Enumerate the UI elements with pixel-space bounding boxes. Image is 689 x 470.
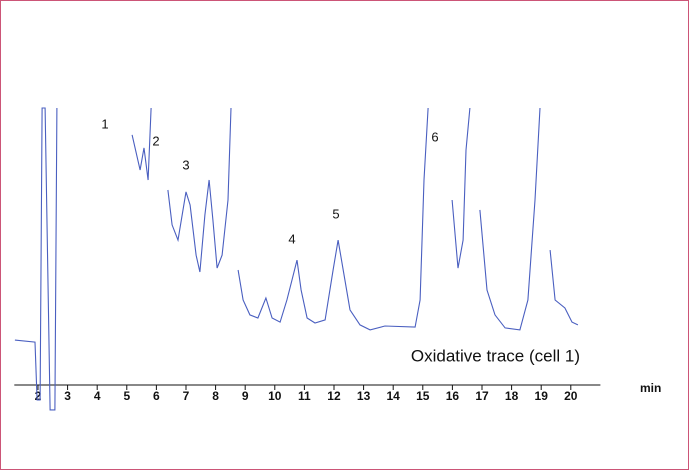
x-tick-label: 20 (564, 389, 578, 403)
annotation: 2 (152, 133, 159, 148)
x-tick-label: 4 (94, 389, 101, 403)
x-tick-label: 8 (212, 389, 219, 403)
x-tick-label: 11 (298, 389, 311, 403)
x-tick-label: 17 (475, 389, 489, 403)
x-tick-label: 19 (535, 389, 549, 403)
x-tick-label: 9 (242, 389, 249, 403)
annotation: 3 (182, 157, 189, 172)
annotation: 4 (288, 231, 295, 246)
x-tick-label: 3 (64, 389, 71, 403)
x-tick-label: 12 (327, 389, 341, 403)
x-tick-label: 18 (505, 389, 519, 403)
x-tick-label: 10 (268, 389, 282, 403)
x-tick-label: 2 (35, 389, 42, 403)
x-tick-label: 5 (123, 389, 130, 403)
x-tick-label: 13 (357, 389, 371, 403)
x-tick-label: 15 (416, 389, 430, 403)
x-tick-label: 16 (446, 389, 460, 403)
annotation: Oxidative trace (cell 1) (411, 346, 580, 365)
x-axis-label: min (640, 381, 661, 395)
trace-line (14, 107, 579, 411)
annotation: 5 (332, 206, 339, 221)
annotation: 6 (431, 129, 438, 144)
x-tick-label: 7 (183, 389, 190, 403)
x-tick-label: 14 (387, 389, 401, 403)
x-tick-label: 6 (153, 389, 160, 403)
annotation: 1 (101, 116, 108, 131)
